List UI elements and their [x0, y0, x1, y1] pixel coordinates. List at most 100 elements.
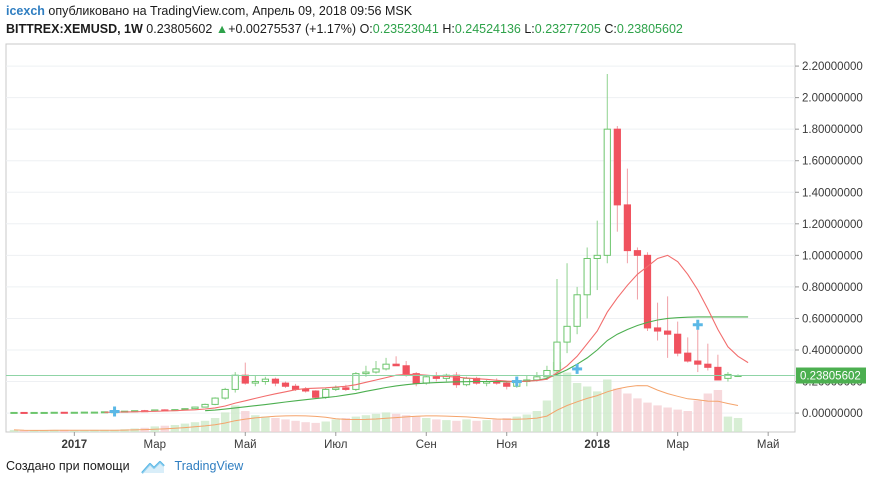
candle-body — [261, 378, 270, 383]
candle-body — [251, 381, 259, 384]
x-tick-label: Мар — [144, 439, 167, 451]
volume-bar — [502, 418, 511, 432]
volume-bar — [9, 429, 19, 432]
candle-body — [191, 406, 199, 410]
candle-body — [80, 411, 89, 414]
candle-body — [684, 352, 692, 362]
x-tick-label: 2017 — [62, 439, 88, 451]
candle-body — [181, 408, 189, 411]
candle-body — [231, 374, 239, 390]
volume-bar — [120, 429, 129, 432]
volume-bar — [391, 413, 401, 432]
volume-bar — [351, 416, 361, 432]
cross-marker-icon — [572, 363, 583, 374]
candle-body — [20, 411, 28, 414]
volume-bar — [241, 411, 250, 432]
volume-bar — [452, 420, 461, 432]
volume-bar — [110, 429, 119, 432]
candle-body — [714, 366, 722, 381]
symbol-info: BITTREX:XEMUSD, 1W 0.23805602 ▲+0.002755… — [6, 21, 683, 37]
volume-bar — [230, 405, 240, 432]
candle-body — [90, 411, 99, 414]
price-change: +0.00275537 (+1.17%) — [228, 22, 357, 36]
candle-body — [633, 250, 642, 256]
y-tick-label: 0.80000000 — [802, 282, 863, 294]
close-value: 0.23805602 — [616, 22, 683, 36]
candle-body — [623, 204, 632, 252]
x-tick-label: Май — [234, 439, 257, 451]
low-value: 0.23277205 — [534, 22, 601, 36]
candle-body — [392, 363, 400, 367]
volume-bar — [512, 416, 522, 432]
candle-body — [573, 294, 581, 327]
candle-body — [70, 411, 78, 414]
candle-body — [352, 373, 360, 390]
volume-bar — [49, 429, 59, 432]
markers — [109, 319, 703, 417]
volume-bar — [683, 411, 692, 432]
volume-bar — [220, 412, 230, 432]
cross-marker-icon — [109, 406, 120, 417]
candle-body — [663, 330, 672, 335]
candle-body — [583, 258, 591, 296]
volume-bar — [361, 415, 371, 432]
candle-body — [271, 378, 280, 384]
author-name[interactable]: icexch — [6, 4, 45, 18]
volume-bar — [562, 372, 572, 432]
volume-bar — [261, 416, 270, 432]
y-tick-label: 1.00000000 — [802, 250, 863, 262]
volume-bar — [251, 415, 260, 432]
candle-body — [221, 388, 229, 399]
candle-body — [30, 411, 38, 414]
volume-bar — [321, 421, 330, 432]
volume-bar — [603, 379, 612, 432]
y-axis: 2.20000000 2.00000000 1.80000000 1.60000000… — [795, 61, 863, 420]
candle-body — [372, 368, 380, 373]
publish-info: icexch опубликовано на TradingView.com, … — [6, 3, 412, 19]
cross-marker-icon — [511, 376, 522, 387]
volume-bar — [532, 411, 542, 432]
x-tick-label: Сен — [416, 439, 437, 451]
volume-ma-line — [13, 385, 739, 431]
y-tick-label: 0.40000000 — [802, 345, 863, 357]
published-text: опубликовано на TradingView.com, Апрель … — [48, 4, 413, 18]
candle-body — [382, 363, 390, 370]
volume-bar — [592, 391, 602, 432]
volume-bar — [703, 393, 713, 432]
volume-bar — [623, 393, 632, 432]
volume-bar — [643, 402, 652, 432]
candle-body — [211, 397, 219, 405]
ma-slow-line — [205, 316, 749, 412]
volume-bars — [9, 362, 743, 432]
tradingview-link[interactable]: TradingView — [174, 459, 244, 473]
open-label: O: — [359, 22, 373, 36]
volume-bar — [381, 412, 391, 432]
volume-bar — [281, 419, 290, 432]
candle-body — [201, 403, 209, 408]
volume-bar — [552, 362, 562, 432]
volume-bar — [341, 418, 351, 432]
volume-bar — [331, 419, 341, 432]
candle-body — [603, 128, 611, 256]
candle-body — [563, 325, 571, 343]
volume-bar — [693, 400, 703, 432]
last-price: 0.23805602 — [146, 22, 213, 36]
high-value: 0.24524136 — [454, 22, 521, 36]
candle-body — [593, 254, 601, 260]
candle-body — [301, 388, 310, 392]
y-tick-label: 2.00000000 — [802, 93, 863, 105]
x-axis: 2017 Мар Май Июл Сен Ноя 2018 Мар Май — [62, 432, 779, 451]
candle-body — [432, 376, 440, 379]
volume-bar — [713, 390, 723, 432]
candle-body — [704, 363, 712, 368]
volume-bar — [733, 418, 743, 432]
candle-body — [322, 388, 330, 398]
candle-body — [613, 128, 621, 206]
volume-bar — [80, 430, 89, 432]
candle-body — [342, 387, 350, 390]
volume-bar — [482, 420, 491, 432]
made-with-text: Создано при помощи — [6, 459, 130, 473]
low-label: L: — [524, 22, 535, 36]
volume-bar — [291, 420, 300, 432]
